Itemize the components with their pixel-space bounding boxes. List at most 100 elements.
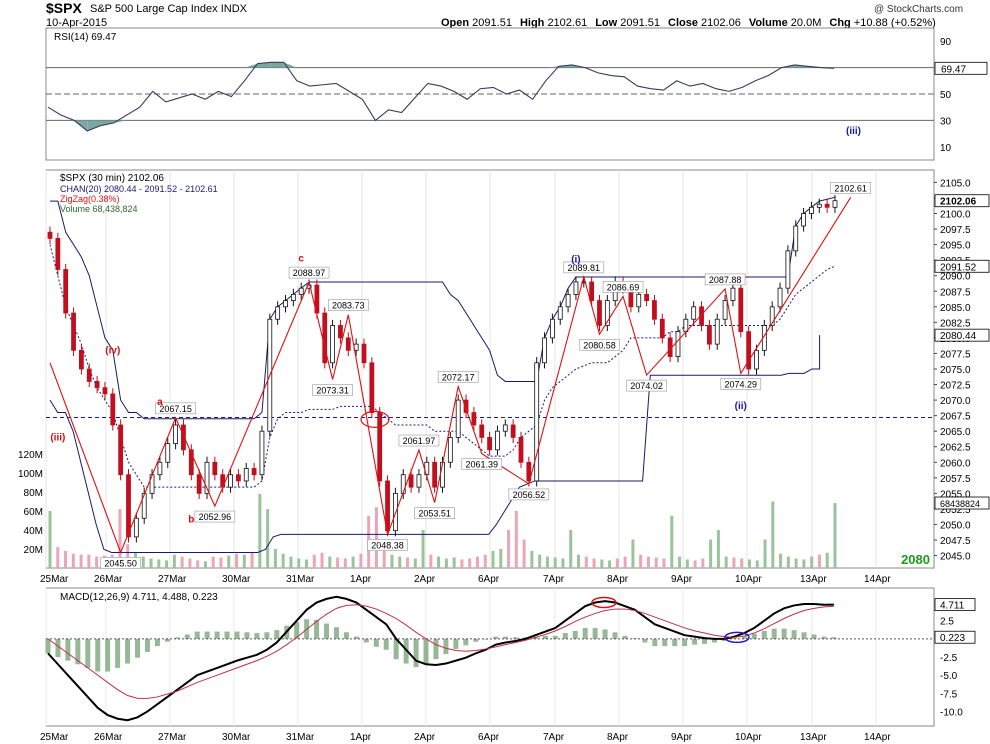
candle-body <box>565 293 571 308</box>
candle-body <box>377 412 383 482</box>
ohlc-value-chg: +10.88 (+0.52%) <box>853 17 936 29</box>
macd-histogram-bar <box>692 638 698 645</box>
candle-body <box>133 517 139 538</box>
x-axis-label-bottom: 10Apr <box>735 732 762 743</box>
candle-body <box>754 349 759 370</box>
x-axis-label-bottom: 7Apr <box>543 732 565 743</box>
x-axis-label: 8Apr <box>607 574 629 585</box>
volume-bar <box>374 507 378 568</box>
volume-bar <box>468 558 472 568</box>
macd-histogram-bar <box>821 636 827 639</box>
price-tick-label: 2045.0 <box>940 552 971 563</box>
volume-bar <box>203 561 207 568</box>
index-name: S&P 500 Large Cap Index INDX <box>90 3 247 15</box>
channel-lower-value-label: 2080.44 <box>940 331 977 342</box>
macd-histogram-bar <box>771 628 777 639</box>
volume-bar <box>398 556 402 568</box>
candle-body <box>549 318 555 339</box>
volume-bar <box>825 552 829 568</box>
candle-body <box>801 213 806 227</box>
volume-bar <box>732 557 736 568</box>
candle-body <box>110 393 116 426</box>
candle-body <box>298 287 304 295</box>
price-point-label-box <box>367 539 408 551</box>
volume-bar <box>747 559 751 568</box>
macd-series-signal <box>47 604 834 699</box>
price-point-label-box <box>720 378 762 390</box>
macd-histogram-bar <box>264 632 270 639</box>
macd-histogram-bar <box>314 619 320 639</box>
x-axis-label: 14Apr <box>864 574 891 585</box>
candle-body <box>55 238 61 270</box>
price-legend-volume: Volume 68,438,824 <box>60 204 138 214</box>
volume-bar <box>678 556 682 568</box>
volume-bar <box>670 515 674 568</box>
macd-histogram-bar <box>662 638 668 647</box>
index-fullname: S&P 500 Large Cap Index <box>90 3 218 15</box>
volume-bar <box>553 557 557 568</box>
candle-body <box>636 293 642 308</box>
rsi-overbought-fill <box>545 66 559 68</box>
volume-bar <box>475 556 479 568</box>
candle-body <box>290 293 296 301</box>
candle-body <box>589 281 595 301</box>
volume-bar <box>211 556 215 568</box>
volume-bar <box>266 509 270 568</box>
rsi-tick-label: 30 <box>940 116 952 127</box>
macd-histogram-bar <box>244 632 250 639</box>
wave-label: (ii) <box>735 401 747 412</box>
x-axis-label: 31Mar <box>286 574 315 585</box>
x-axis-label-bottom: 9Apr <box>671 732 693 743</box>
rsi-wave-annotation: (iii) <box>846 126 861 137</box>
volume-bar <box>592 558 596 568</box>
volume-bar <box>452 557 456 568</box>
volume-bar <box>219 557 223 568</box>
macd-histogram-bar <box>463 638 469 646</box>
x-axis-label: 6Apr <box>478 574 500 585</box>
channel-lower-value-label-box <box>934 328 990 342</box>
ohlc-label-close: Close <box>668 17 702 29</box>
volume-bar <box>297 558 301 568</box>
price-point-label: 2056.52 <box>513 490 546 500</box>
volume-bar <box>530 550 534 568</box>
volume-bar <box>413 558 417 568</box>
candle-body <box>722 300 728 320</box>
candle-body <box>259 430 265 476</box>
candle-body <box>157 461 163 476</box>
highlight-ellipse <box>360 410 390 428</box>
candle-body <box>173 424 178 445</box>
macd-tick-label: -2.5 <box>940 653 958 664</box>
macd-histogram-bar <box>572 630 578 639</box>
macd-histogram-bar <box>622 635 628 639</box>
macd-histogram-bar <box>672 638 678 647</box>
x-axis-label: 10Apr <box>735 574 762 585</box>
price-legend-channel: CHAN(20) 2080.44 - 2091.52 - 2102.61 <box>60 184 218 194</box>
candle-body <box>251 468 257 476</box>
macd-histogram-bar <box>65 638 71 661</box>
candle-body <box>126 474 131 538</box>
volume-bar <box>196 560 200 568</box>
volume-bar <box>685 559 689 568</box>
ohlc-value-low: 2091.51 <box>620 17 661 29</box>
ohlc-value-close: 2102.06 <box>701 17 741 29</box>
rsi-legend: RSI(14) 69.47 <box>54 32 117 43</box>
macd-histogram-bar <box>333 627 339 639</box>
macd-histogram-bar <box>144 638 150 652</box>
price-point-label: 2073.31 <box>316 386 349 396</box>
price-point-label-box <box>288 266 330 279</box>
candle-body <box>275 306 281 320</box>
volume-bar <box>615 558 619 568</box>
macd-histogram-bar <box>652 638 658 647</box>
macd-histogram-bar <box>194 631 200 639</box>
candle-body <box>188 449 194 476</box>
price-point-label-box <box>602 281 644 293</box>
macd-histogram-bar <box>473 638 479 642</box>
volume-bar <box>491 550 495 568</box>
exchange-code: INDX <box>220 3 247 15</box>
candle-body <box>816 203 822 208</box>
macd-histogram-bar <box>811 634 817 639</box>
price-tick-label: 2097.5 <box>940 225 971 236</box>
macd-hist-value-box <box>934 630 976 644</box>
volume-bar <box>810 556 814 568</box>
